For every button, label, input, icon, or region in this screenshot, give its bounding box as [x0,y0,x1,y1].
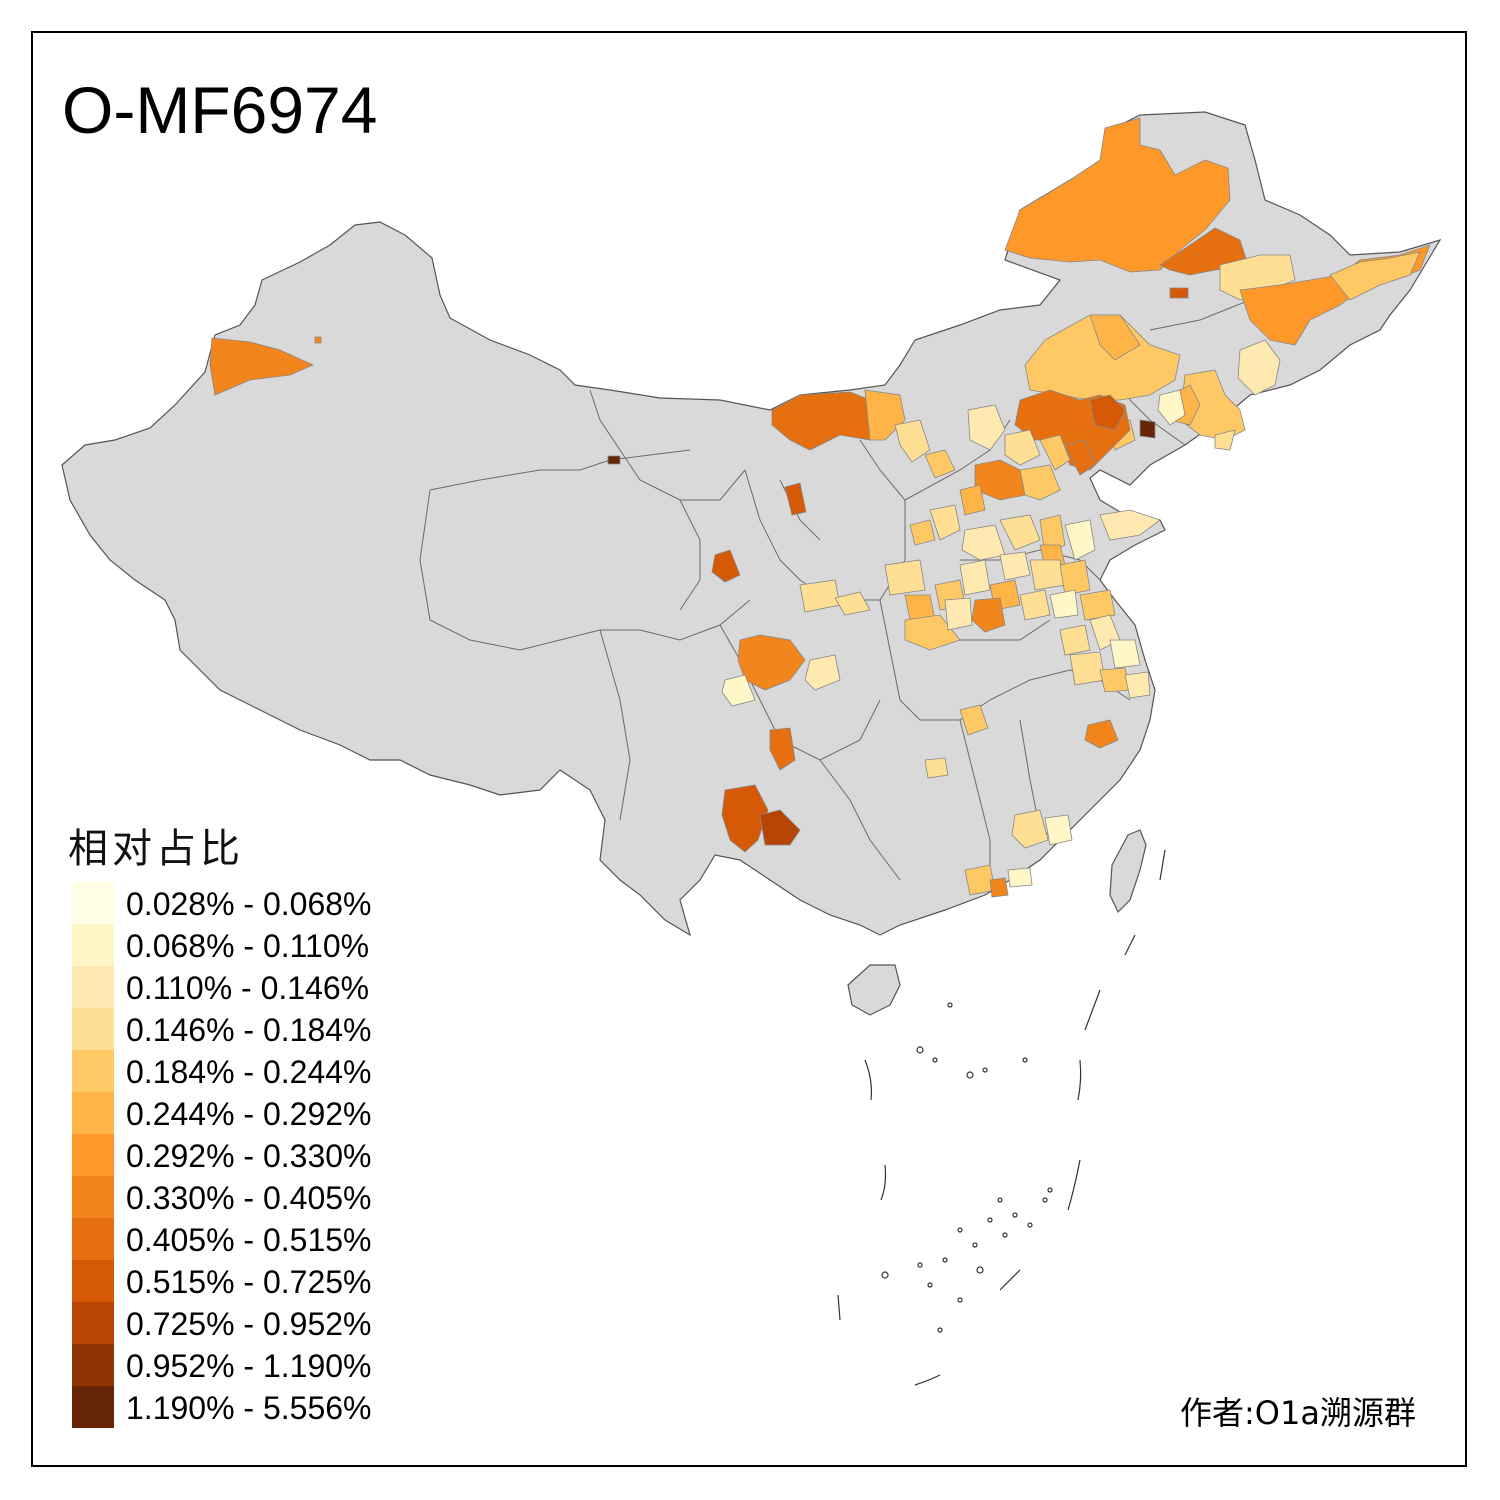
legend-label: 0.110% - 0.146% [126,970,370,1006]
legend-swatch [72,1092,114,1134]
legend-swatch [72,1260,114,1302]
author-credit: 作者:O1a溯源群 [1180,1394,1416,1432]
legend-swatch [72,1134,114,1176]
map-title: O-MF6974 [62,73,378,147]
legend-label: 0.952% - 1.190% [126,1348,372,1384]
legend-label: 1.190% - 5.556% [126,1390,372,1426]
legend-swatch [72,1176,114,1218]
legend-swatch [72,1008,114,1050]
map-frame [31,31,1467,1467]
legend-label: 0.292% - 0.330% [126,1138,372,1174]
legend-swatch [72,1386,114,1428]
legend-swatch [72,1344,114,1386]
legend-label: 0.725% - 0.952% [126,1306,372,1342]
legend-swatch [72,1302,114,1344]
south-sea-islands [837,849,1166,1386]
legend-swatch [72,1050,114,1092]
legend-swatch [72,966,114,1008]
legend-label: 0.028% - 0.068% [126,886,372,922]
data-regions [209,117,1431,898]
taiwan-island [1109,829,1147,914]
legend-swatch [72,1218,114,1260]
hainan-island [847,964,901,1016]
legend-label: 0.405% - 0.515% [126,1222,372,1258]
legend-swatch [72,924,114,966]
legend-label: 0.068% - 0.110% [126,928,370,964]
legend-title: 相对占比 [68,826,244,872]
legend-label: 0.515% - 0.725% [126,1264,372,1300]
legend-label: 0.146% - 0.184% [126,1012,372,1048]
legend-label: 0.244% - 0.292% [126,1096,372,1132]
legend-swatch [72,882,114,924]
legend-label: 0.330% - 0.405% [126,1180,372,1216]
legend-label: 0.184% - 0.244% [126,1054,372,1090]
